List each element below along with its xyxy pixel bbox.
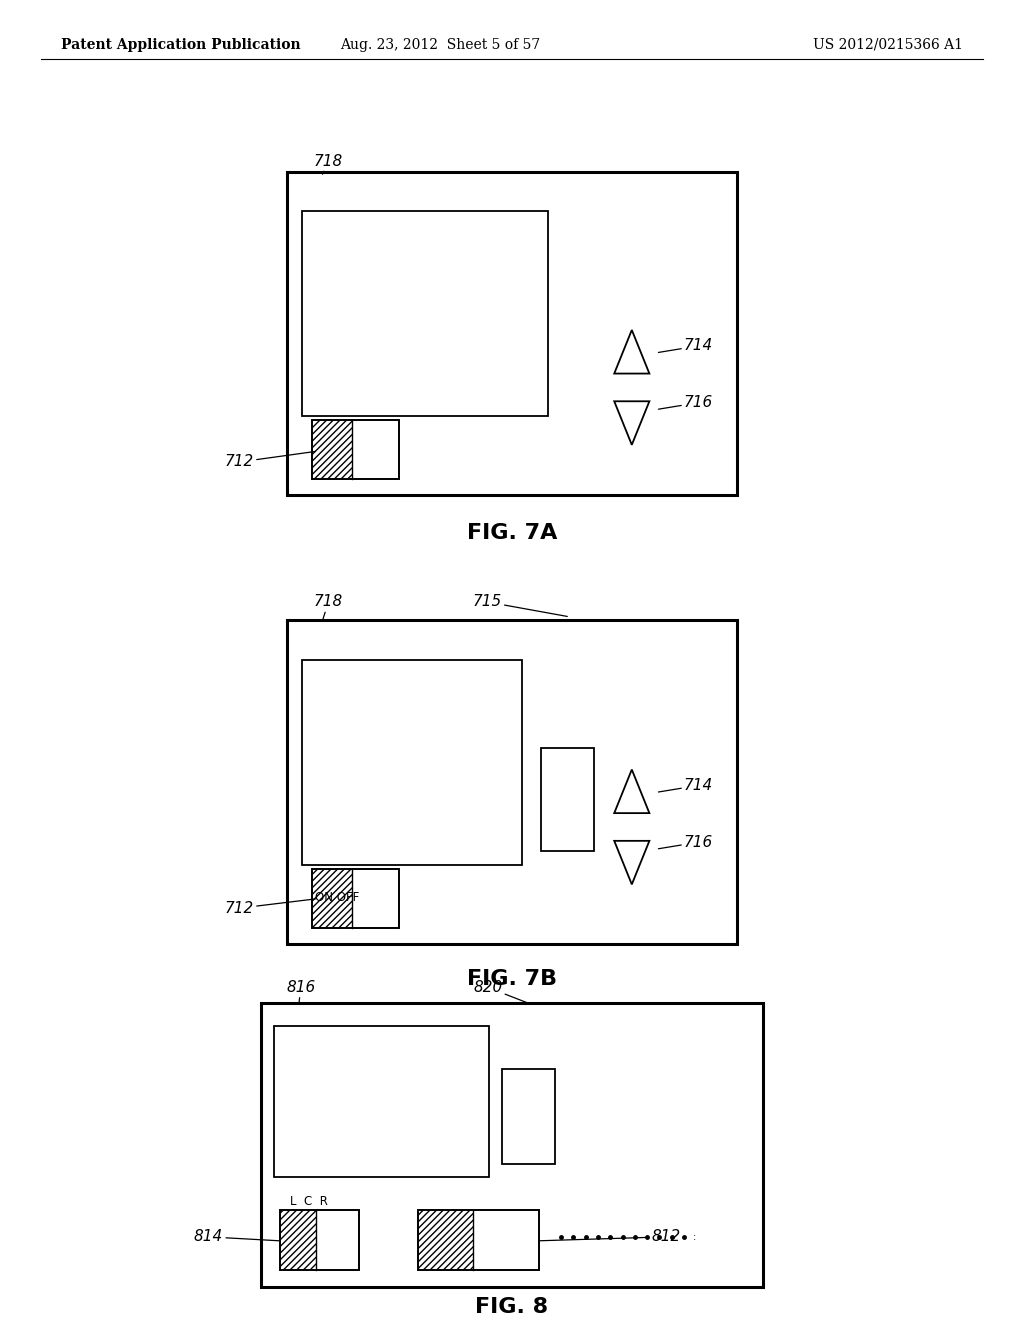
Bar: [274, 1026, 489, 1177]
Text: 820: 820: [473, 979, 528, 1003]
Text: 718: 718: [313, 153, 343, 174]
Text: 716: 716: [658, 834, 714, 850]
Text: 718: 718: [313, 594, 343, 620]
Text: 814: 814: [194, 1229, 280, 1245]
Text: FIG. 7B: FIG. 7B: [467, 969, 557, 990]
Bar: [541, 748, 594, 851]
Text: :: :: [693, 1232, 696, 1242]
Text: FIG. 8: FIG. 8: [475, 1296, 549, 1317]
Text: 812: 812: [539, 1229, 681, 1245]
Bar: [280, 1210, 316, 1270]
Bar: [302, 211, 548, 416]
Text: 714: 714: [658, 777, 714, 793]
Text: 714: 714: [658, 338, 714, 354]
Bar: [312, 869, 352, 928]
Bar: [312, 420, 399, 479]
Bar: [502, 1069, 555, 1164]
Bar: [302, 660, 522, 865]
Bar: [418, 1210, 473, 1270]
Bar: [312, 869, 399, 928]
Text: Patent Application Publication: Patent Application Publication: [61, 38, 301, 51]
Text: 712: 712: [224, 451, 315, 470]
Text: 716: 716: [658, 395, 714, 411]
Bar: [287, 172, 737, 495]
Bar: [418, 1210, 539, 1270]
Bar: [280, 1210, 359, 1270]
Bar: [287, 620, 737, 944]
Text: FIG. 7A: FIG. 7A: [467, 523, 557, 544]
Text: 712: 712: [224, 899, 315, 916]
Text: 816: 816: [286, 979, 315, 1003]
Bar: [261, 1003, 763, 1287]
Text: L  C  R: L C R: [290, 1195, 328, 1208]
Text: US 2012/0215366 A1: US 2012/0215366 A1: [813, 38, 963, 51]
Text: Aug. 23, 2012  Sheet 5 of 57: Aug. 23, 2012 Sheet 5 of 57: [340, 38, 541, 51]
Text: 715: 715: [472, 594, 567, 616]
Text: ON OFF: ON OFF: [315, 891, 359, 904]
Bar: [312, 420, 352, 479]
